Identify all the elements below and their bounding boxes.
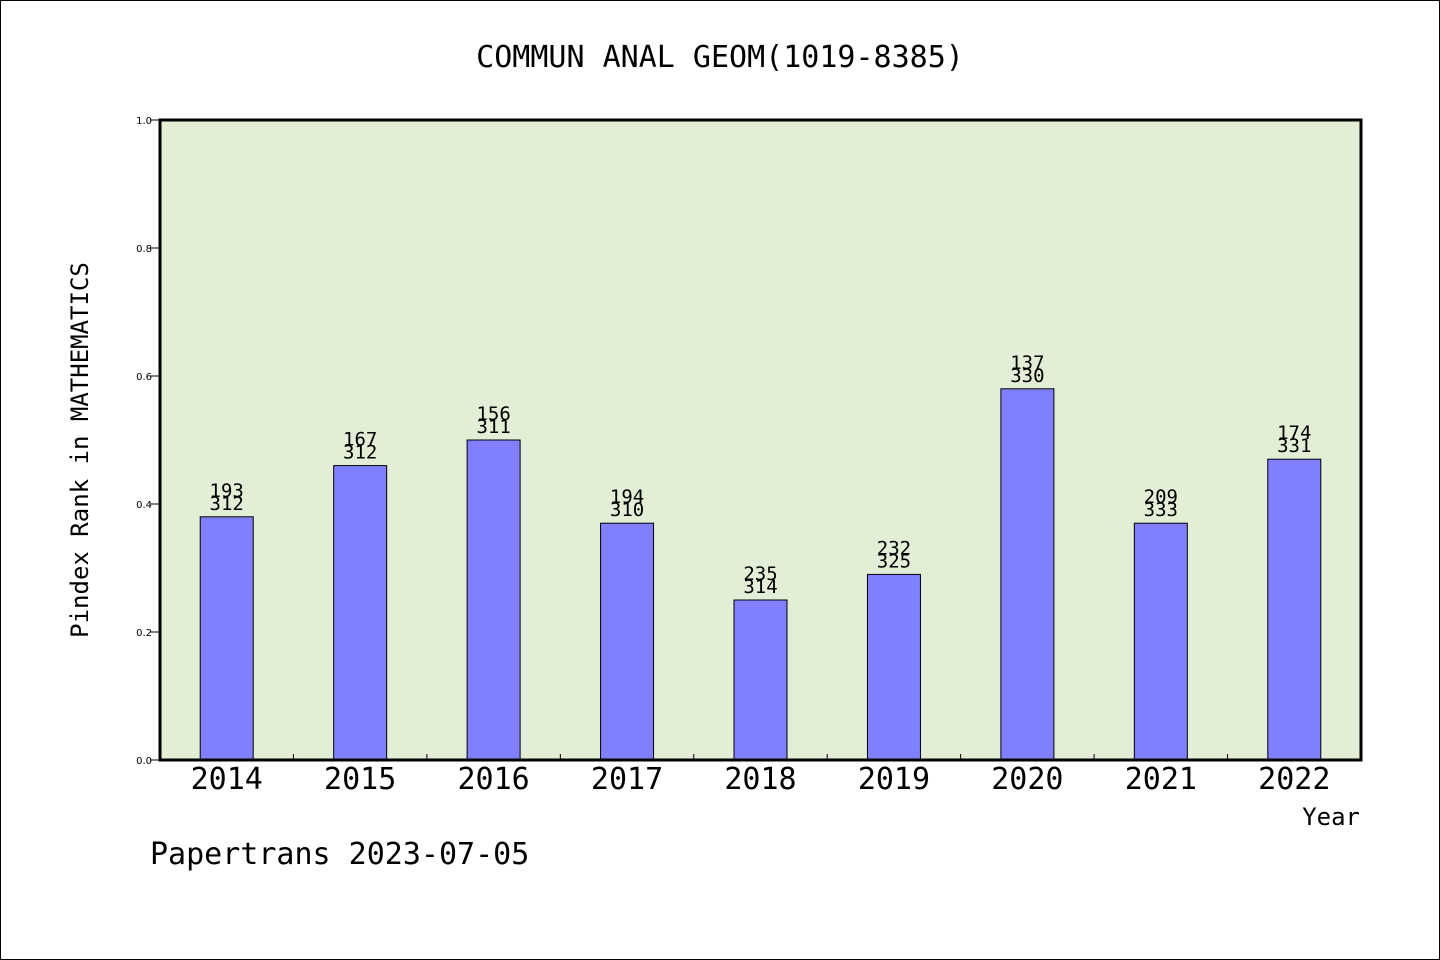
footer-credit: Papertrans 2023-07-05 (150, 837, 529, 872)
data-label-bottom: 310 (610, 499, 644, 521)
y-axis-label: Pindex Rank in MATHEMATICS (66, 262, 94, 638)
bar (333, 465, 388, 761)
x-axis: 2014 2015 2016 2017 2018 2019 2020 2021 2022 (191, 754, 1330, 797)
bar (199, 516, 254, 761)
x-tick-label: 2018 (724, 762, 796, 797)
data-label-top: 232 (877, 537, 911, 559)
data-label-top: 194 (610, 486, 644, 508)
data-label-top: 209 (1144, 486, 1178, 508)
bar (733, 599, 788, 761)
y-axis: 0.0 0.2 0.4 0.6 0.8 1.0 (136, 116, 160, 767)
data-label-bottom: 314 (743, 576, 777, 598)
data-label-top: 137 (1010, 352, 1044, 374)
plot-border (158, 118, 1363, 762)
y-tick-label: 0.0 (136, 756, 152, 767)
chart-title: COMMUN ANAL GEOM(1019-8385) (476, 40, 964, 75)
x-tick-label: 2014 (191, 762, 263, 797)
x-tick-label: 2019 (858, 762, 930, 797)
y-tick-label: 0.6 (136, 372, 152, 383)
y-tick-label: 1.0 (136, 116, 152, 127)
x-axis-label: Year (1302, 803, 1360, 831)
bar (1267, 458, 1322, 761)
data-label-bottom: 331 (1277, 435, 1311, 457)
data-label-bottom: 312 (343, 442, 377, 464)
bar (466, 439, 521, 761)
x-tick-label: 2017 (591, 762, 663, 797)
data-labels: 1933121673121563111943102353142323251373… (210, 352, 1312, 598)
y-tick-label: 0.2 (136, 628, 152, 639)
x-tick-label: 2015 (324, 762, 396, 797)
y-tick-label: 0.4 (136, 500, 152, 511)
bar-series (199, 388, 1322, 761)
y-tick-label: 0.8 (136, 244, 152, 255)
data-label-bottom: 311 (476, 416, 510, 438)
x-tick-label: 2016 (457, 762, 529, 797)
data-label-bottom: 333 (1144, 499, 1178, 521)
data-label-top: 156 (476, 403, 510, 425)
data-label-top: 235 (743, 563, 777, 585)
x-tick-label: 2022 (1258, 762, 1330, 797)
data-label-top: 174 (1277, 422, 1311, 444)
x-tick-label: 2021 (1125, 762, 1197, 797)
bar (1133, 522, 1188, 761)
data-label-top: 193 (210, 480, 244, 502)
bar (600, 522, 655, 761)
bar (866, 573, 921, 761)
data-label-top: 167 (343, 429, 377, 451)
bar (1000, 388, 1055, 761)
x-tick-label: 2020 (991, 762, 1063, 797)
data-label-bottom: 312 (210, 493, 244, 515)
data-label-bottom: 330 (1010, 365, 1044, 387)
data-label-bottom: 325 (877, 550, 911, 572)
